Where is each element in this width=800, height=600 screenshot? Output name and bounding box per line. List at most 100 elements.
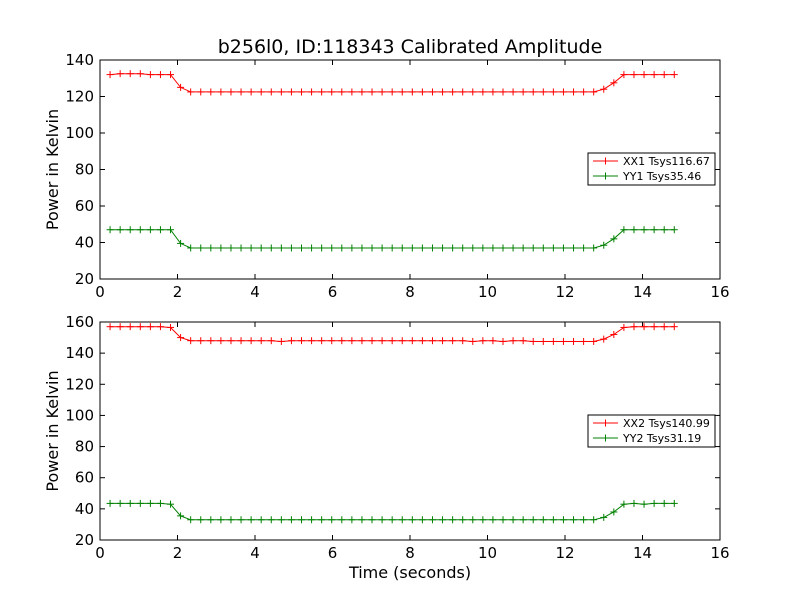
data-point (640, 226, 648, 234)
data-point (116, 499, 124, 507)
data-point (539, 244, 547, 252)
figure-title: b256l0, ID:118343 Calibrated Amplitude (218, 36, 603, 58)
data-point (277, 244, 285, 252)
data-point (670, 226, 678, 234)
data-point (428, 244, 436, 252)
y-tick-label: 120 (65, 88, 94, 106)
data-point (499, 337, 507, 345)
data-point (298, 88, 305, 96)
data-point (630, 226, 638, 234)
data-point (207, 516, 215, 524)
data-point (368, 244, 376, 252)
data-point (439, 88, 447, 96)
data-point (499, 516, 507, 524)
x-tick-label: 2 (173, 283, 183, 301)
data-point (418, 244, 426, 252)
data-point (197, 88, 205, 96)
legend: XX1 Tsys116.67 YY1 Tsys35.46 (587, 152, 716, 186)
data-point (660, 323, 668, 331)
data-point (328, 337, 336, 345)
data-point (207, 244, 215, 252)
x-tick-label: 4 (250, 283, 260, 301)
data-point (570, 337, 578, 345)
data-point (439, 244, 447, 252)
data-point (298, 516, 305, 524)
data-point (398, 337, 406, 345)
data-point (126, 226, 134, 234)
data-point (177, 512, 185, 520)
data-point (670, 323, 678, 331)
data-point (136, 323, 144, 331)
data-point (479, 88, 487, 96)
data-point (338, 88, 346, 96)
data-point (469, 337, 477, 345)
data-point (156, 323, 164, 331)
data-point (116, 70, 124, 78)
data-point (257, 337, 265, 345)
data-point (237, 516, 245, 524)
data-point (590, 88, 598, 96)
y-tick-label: 100 (65, 406, 94, 424)
data-point (207, 337, 215, 345)
data-point (227, 244, 235, 252)
data-point (368, 516, 376, 524)
legend-label: XX1 Tsys116.67 (623, 155, 710, 168)
data-point (237, 88, 245, 96)
data-point (308, 88, 316, 96)
data-point (529, 88, 537, 96)
data-point (237, 244, 245, 252)
data-point (559, 244, 567, 252)
data-point (257, 244, 265, 252)
data-point (418, 88, 426, 96)
data-point (418, 516, 426, 524)
data-point (660, 226, 668, 234)
data-point (388, 244, 396, 252)
legend-label: YY2 Tsys31.19 (622, 432, 701, 445)
data-point (388, 516, 396, 524)
data-point (570, 244, 578, 252)
x-tick-label: 16 (710, 544, 729, 562)
x-tick-label: 14 (633, 544, 652, 562)
data-point (298, 244, 305, 252)
data-point (156, 226, 164, 234)
data-point (257, 88, 265, 96)
data-point (610, 330, 618, 338)
data-point (509, 516, 517, 524)
data-point (570, 88, 578, 96)
data-point (408, 516, 416, 524)
data-point (197, 516, 205, 524)
y-tick-label: 20 (75, 270, 94, 288)
data-point (197, 244, 205, 252)
data-point (428, 88, 436, 96)
data-point (308, 244, 316, 252)
data-point (529, 244, 537, 252)
data-point (106, 499, 114, 507)
data-point (146, 499, 154, 507)
data-point (610, 79, 618, 87)
y-tick-label: 80 (75, 161, 94, 179)
top-panel: 0 2 4 6 8 10 12 14 16 20 40 60 80 100 120 140 Power in K… (43, 51, 730, 301)
data-point (247, 516, 255, 524)
data-point (620, 226, 628, 234)
data-point (358, 516, 366, 524)
x-tick-label: 14 (633, 283, 652, 301)
data-point (459, 244, 467, 252)
x-tick-label: 0 (95, 283, 105, 301)
data-point (418, 337, 426, 345)
y-tick-label: 60 (75, 197, 94, 215)
data-point (177, 239, 185, 247)
data-point (318, 244, 326, 252)
y-tick-label: 100 (65, 124, 94, 142)
data-point (267, 337, 275, 345)
data-point (509, 337, 517, 345)
x-tick-label: 8 (405, 544, 415, 562)
data-point (398, 516, 406, 524)
data-point (539, 516, 547, 524)
data-point (247, 244, 255, 252)
data-point (358, 337, 366, 345)
data-point (600, 85, 608, 93)
data-point (479, 337, 487, 345)
data-point (126, 323, 134, 331)
data-point (489, 244, 497, 252)
data-point (287, 516, 295, 524)
